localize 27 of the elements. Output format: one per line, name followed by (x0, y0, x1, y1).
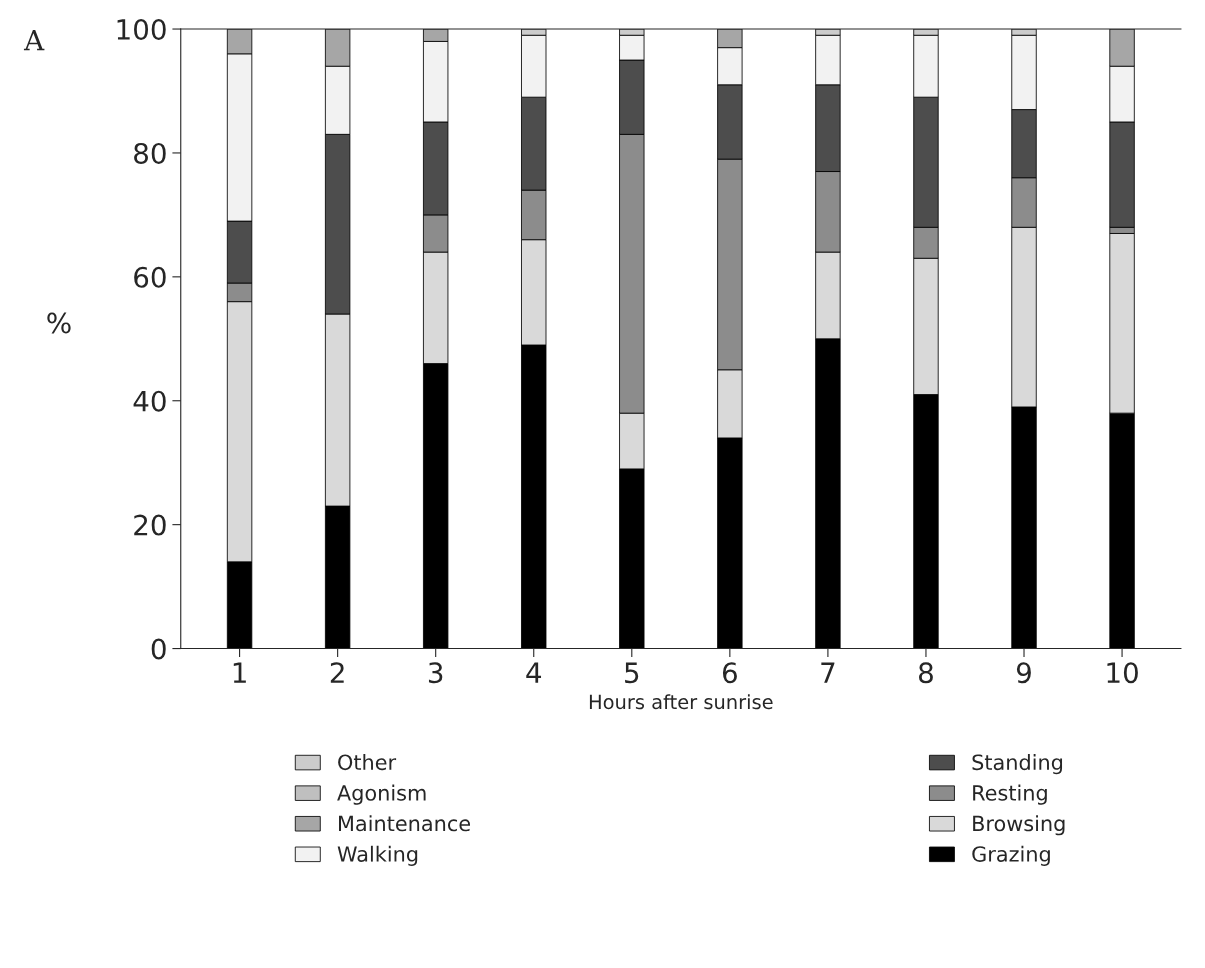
legend-label: Other (338, 754, 397, 771)
y-tick-label: 20 (134, 514, 166, 536)
x-tick-label: 5 (625, 662, 639, 684)
legend-label: Resting (973, 784, 1047, 805)
legend-label: Browsing (973, 815, 1065, 836)
x-tick-label: 3 (428, 662, 443, 684)
x-tick-label: 9 (1016, 662, 1031, 684)
y-tick-label: 0 (151, 638, 166, 660)
x-tick-label: 10 (1107, 662, 1138, 684)
x-axis-title: Hours after sunrise (589, 694, 773, 710)
y-tick-label: 60 (134, 266, 166, 288)
legend-label: Walking (337, 845, 418, 866)
legend-label: Agonism (337, 784, 426, 805)
legend-label: Maintenance (339, 815, 471, 832)
y-axis-title: % (47, 312, 71, 334)
x-tick-label: 4 (526, 662, 542, 683)
legend-label: Standing (972, 754, 1063, 775)
y-tick-label: 40 (133, 390, 166, 412)
x-tick-label: 6 (722, 662, 737, 684)
x-tick-label: 2 (330, 662, 344, 683)
y-tick-label: 100 (117, 18, 166, 40)
x-tick-label: 8 (919, 662, 933, 684)
y-tick-label: 80 (134, 142, 166, 164)
x-tick-label: 7 (821, 662, 835, 683)
text: A (23, 29, 45, 51)
legend-label: Grazing (972, 845, 1050, 866)
x-tick-label: 1 (233, 662, 246, 683)
